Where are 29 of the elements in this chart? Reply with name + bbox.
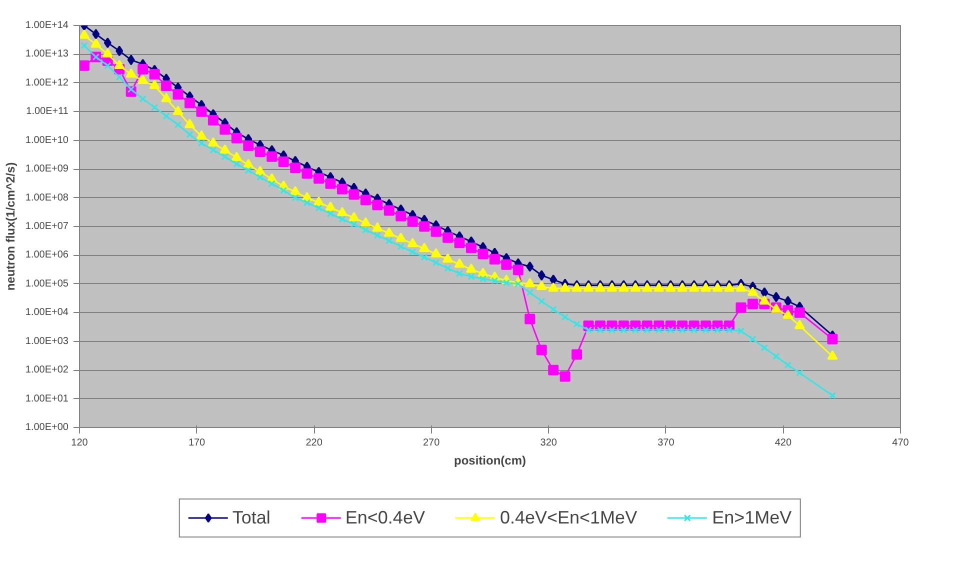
y-tick-label: 1.00E+10 (25, 134, 69, 146)
y-tick-label: 1.00E+12 (25, 77, 69, 88)
legend-label: 0.4eV<En<1MeV (500, 507, 638, 528)
x-tick-label: 320 (540, 438, 558, 448)
x-axis-title: position(cm) (454, 454, 526, 468)
legend-label: Total (232, 507, 270, 528)
y-tick-label: 1.00E+06 (25, 250, 69, 261)
x-tick-label: 220 (306, 438, 323, 448)
y-tick-label: 1.00E+09 (25, 164, 69, 175)
x-tick-label: 120 (71, 438, 88, 448)
y-tick-label: 1.00E+14 (25, 20, 69, 31)
y-axis-title: neutron flux(1/cm^2/s) (3, 162, 18, 291)
x-tick-label: 270 (423, 438, 440, 448)
x-tick-label: 170 (188, 438, 206, 448)
x-tick-label: 420 (774, 438, 792, 448)
y-tick-label: 1.00E+02 (25, 364, 69, 376)
y-tick-label: 1.00E+04 (25, 307, 69, 318)
x-tick-label: 470 (892, 438, 910, 448)
legend-label: En>1MeV (712, 507, 792, 528)
legend-label: En<0.4eV (345, 507, 425, 528)
y-tick-label: 1.00E+00 (25, 422, 69, 433)
y-tick-label: 1.00E+03 (25, 336, 69, 347)
y-tick-label: 1.00E+13 (25, 48, 69, 60)
x-tick-label: 370 (658, 438, 675, 448)
y-tick-label: 1.00E+01 (25, 393, 69, 404)
y-tick-label: 1.00E+11 (26, 106, 69, 118)
y-tick-label: 1.00E+08 (25, 192, 69, 204)
y-tick-label: 1.00E+05 (25, 278, 69, 290)
y-tick-label: 1.00E+07 (25, 221, 69, 232)
